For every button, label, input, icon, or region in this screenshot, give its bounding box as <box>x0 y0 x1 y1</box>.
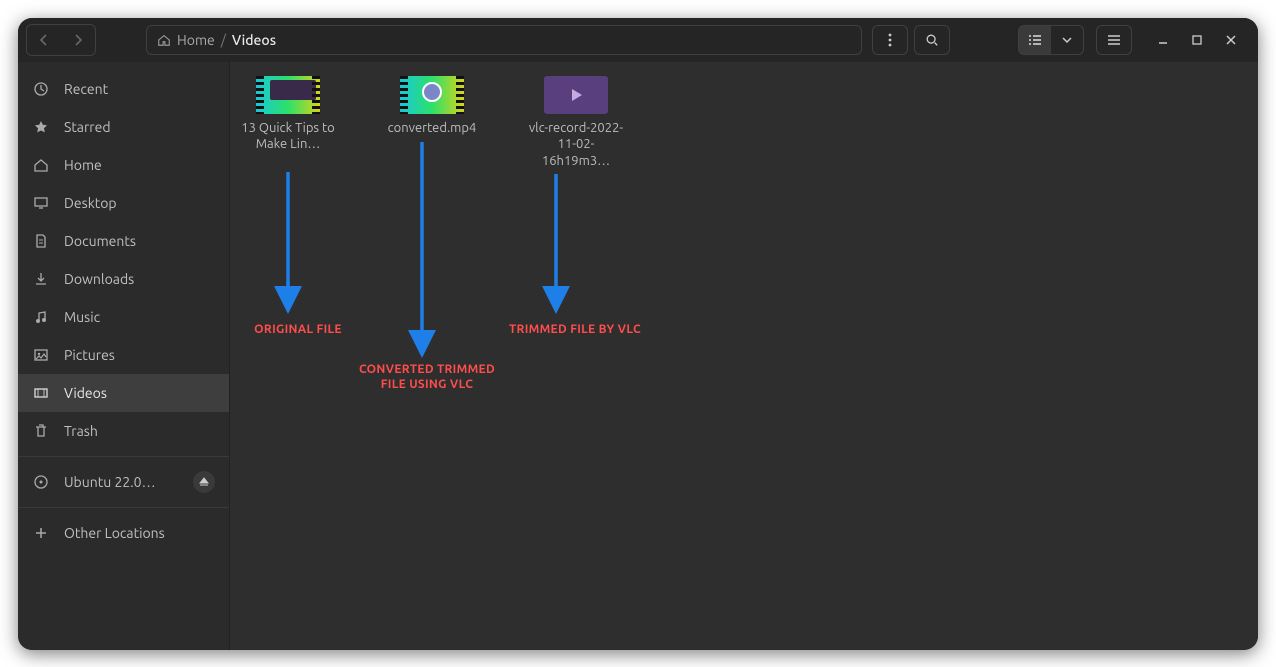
eject-button[interactable] <box>193 471 215 493</box>
home-icon <box>157 33 171 47</box>
file-name: 13 Quick Tips to Make Lin… <box>240 120 336 153</box>
kebab-icon <box>888 33 892 47</box>
window-body: Recent Starred Home Desktop Documents Do… <box>18 62 1258 650</box>
sidebar-item-label: Pictures <box>64 347 115 363</box>
path-bar[interactable]: Home / Videos <box>146 25 862 55</box>
annotation-label-a: ORIGINAL FILE <box>238 322 358 337</box>
sidebar-item-device[interactable]: Ubuntu 22.0… <box>18 463 229 501</box>
sidebar-item-label: Home <box>64 157 102 173</box>
annotation-label-b: CONVERTED TRIMMED FILE USING VLC <box>352 362 502 392</box>
minimize-button[interactable] <box>1152 29 1174 51</box>
file-name: converted.mp4 <box>384 120 480 136</box>
sidebar-item-recent[interactable]: Recent <box>18 70 229 108</box>
sidebar-item-videos[interactable]: Videos <box>18 374 229 412</box>
forward-button[interactable] <box>61 25 95 55</box>
sidebar-item-label: Trash <box>64 423 98 439</box>
sidebar-item-label: Other Locations <box>64 525 165 541</box>
clock-icon <box>32 81 50 97</box>
sidebar-item-trash[interactable]: Trash <box>18 412 229 450</box>
download-icon <box>32 271 50 287</box>
path-current: Videos <box>232 32 276 48</box>
search-button[interactable] <box>914 25 950 55</box>
desktop-icon <box>32 195 50 211</box>
star-icon <box>32 119 50 135</box>
chevron-left-icon <box>38 34 50 46</box>
hamburger-menu-button[interactable] <box>1096 25 1132 55</box>
maximize-button[interactable] <box>1186 29 1208 51</box>
sidebar-item-label: Downloads <box>64 271 134 287</box>
sidebar-item-music[interactable]: Music <box>18 298 229 336</box>
sidebar-item-label: Desktop <box>64 195 117 211</box>
sidebar-separator <box>18 456 229 457</box>
annotation-label-c: TRIMMED FILE BY VLC <box>500 322 650 337</box>
sidebar-item-documents[interactable]: Documents <box>18 222 229 260</box>
video-thumb-icon <box>400 76 464 114</box>
file-grid: 13 Quick Tips to Make Lin… converted.mp4… <box>240 76 1248 169</box>
sidebar-item-downloads[interactable]: Downloads <box>18 260 229 298</box>
path-home: Home <box>177 32 215 48</box>
sidebar-item-starred[interactable]: Starred <box>18 108 229 146</box>
view-dropdown-button[interactable] <box>1051 26 1083 54</box>
maximize-icon <box>1191 34 1203 46</box>
sidebar-item-other-locations[interactable]: Other Locations <box>18 514 229 552</box>
back-button[interactable] <box>27 25 61 55</box>
sidebar-item-label: Videos <box>64 385 107 401</box>
plus-icon <box>32 526 50 540</box>
trash-icon <box>32 423 50 439</box>
hamburger-icon <box>1107 34 1121 46</box>
titlebar: Home / Videos <box>18 18 1258 62</box>
file-manager-window: Home / Videos <box>18 18 1258 650</box>
close-button[interactable] <box>1220 29 1242 51</box>
close-icon <box>1225 34 1237 46</box>
view-mode-group <box>1018 25 1084 55</box>
kebab-menu-button[interactable] <box>872 25 908 55</box>
sidebar-item-label: Music <box>64 309 100 325</box>
sidebar-item-label: Recent <box>64 81 108 97</box>
search-icon <box>925 33 939 47</box>
sidebar-item-pictures[interactable]: Pictures <box>18 336 229 374</box>
content-pane[interactable]: 13 Quick Tips to Make Lin… converted.mp4… <box>230 62 1258 650</box>
sidebar-item-label: Documents <box>64 233 136 249</box>
sidebar-item-label: Ubuntu 22.0… <box>64 474 156 490</box>
chevron-right-icon <box>72 34 84 46</box>
vlc-thumb-icon <box>544 76 608 114</box>
file-item[interactable]: vlc-record-2022-11-02-16h19m3… <box>528 76 624 169</box>
eject-icon <box>199 477 209 487</box>
video-thumb-icon <box>256 76 320 114</box>
sidebar-item-label: Starred <box>64 119 111 135</box>
window-controls <box>1152 29 1242 51</box>
picture-icon <box>32 347 50 363</box>
list-view-button[interactable] <box>1019 26 1051 54</box>
sidebar-item-home[interactable]: Home <box>18 146 229 184</box>
file-item[interactable]: 13 Quick Tips to Make Lin… <box>240 76 336 169</box>
document-icon <box>32 233 50 249</box>
sidebar-separator <box>18 507 229 508</box>
file-name: vlc-record-2022-11-02-16h19m3… <box>528 120 624 169</box>
disk-icon <box>32 474 50 490</box>
sidebar: Recent Starred Home Desktop Documents Do… <box>18 62 230 650</box>
video-icon <box>32 385 50 401</box>
chevron-down-icon <box>1062 36 1072 44</box>
nav-buttons <box>26 24 96 56</box>
sidebar-item-desktop[interactable]: Desktop <box>18 184 229 222</box>
file-item[interactable]: converted.mp4 <box>384 76 480 169</box>
list-icon <box>1028 34 1042 46</box>
music-icon <box>32 309 50 325</box>
path-separator: / <box>221 32 226 48</box>
minimize-icon <box>1157 34 1169 46</box>
home-icon <box>32 157 50 173</box>
